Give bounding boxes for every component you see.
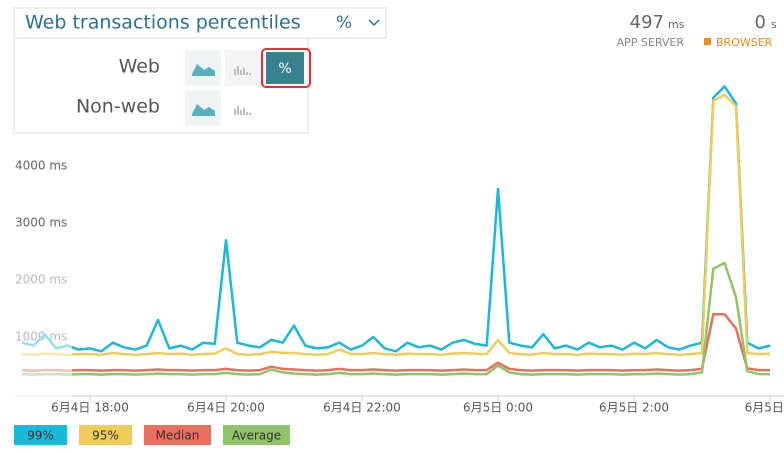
area-icon[interactable]: [185, 50, 221, 86]
legend: 99% 95% Median Average: [14, 425, 290, 445]
legend-label: Median: [156, 429, 200, 443]
legend-label: 95%: [92, 429, 119, 443]
series-line: [21, 85, 771, 353]
title: Web transactions percentiles: [25, 12, 301, 34]
percent-button[interactable]: [266, 52, 304, 84]
fade: [0, 250, 72, 400]
x-tick-label: 6月4日 22:00: [323, 401, 401, 415]
y-tick-label: 4000 ms: [15, 159, 67, 173]
summary-unit: ms: [668, 18, 685, 31]
legend-label: 99%: [27, 429, 54, 443]
percent-text: %: [278, 61, 291, 77]
legend-label: Average: [232, 429, 281, 443]
x-tick-label: 6月5日 2:00: [599, 401, 669, 415]
x-tick-label: 6月5日 4: [745, 401, 784, 415]
summary-value: 0: [755, 12, 766, 33]
summary-label: BROWSER: [716, 36, 773, 49]
bars-icon[interactable]: [225, 90, 261, 126]
x-tick-label: 6月4日 20:00: [187, 401, 265, 415]
summary-value: 497: [630, 12, 664, 33]
summary-unit: s: [771, 18, 777, 31]
y-tick-label: 3000 ms: [15, 216, 67, 230]
mode: %: [336, 13, 352, 33]
browser-swatch: [704, 38, 711, 45]
chevron: [368, 19, 380, 27]
area-icon[interactable]: [185, 90, 221, 126]
x-tick-label: 6月4日 18:00: [51, 401, 129, 415]
legend-swatch: [14, 425, 67, 445]
dropdown-header[interactable]: [13, 7, 387, 39]
series-line: [21, 261, 770, 376]
legend-swatch: [144, 425, 211, 445]
menu-label[interactable]: Non-web: [76, 96, 160, 118]
legend-swatch: [223, 425, 290, 445]
summary-label: APP SERVER: [617, 36, 685, 49]
menu-label[interactable]: Web: [119, 56, 160, 78]
series-line: [21, 313, 770, 372]
legend-swatch: [79, 425, 132, 445]
selected-outline: [261, 48, 311, 88]
series-line: [21, 93, 771, 356]
bars-icon[interactable]: [225, 50, 261, 86]
x-tick-label: 6月5日 0:00: [463, 401, 533, 415]
